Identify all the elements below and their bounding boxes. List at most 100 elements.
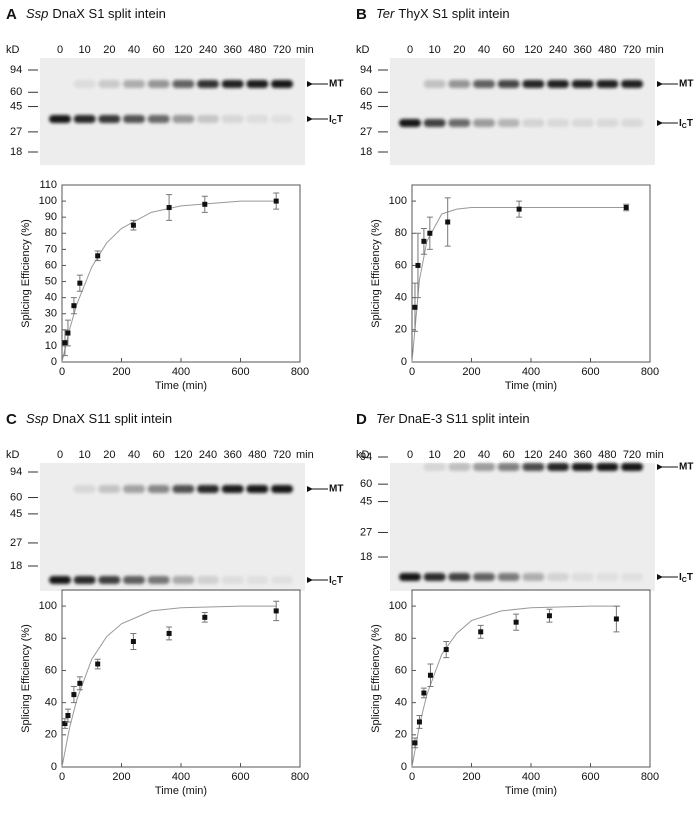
- mt-band: [571, 80, 594, 88]
- lane-label: 20: [103, 449, 115, 461]
- mt-band: [147, 485, 170, 493]
- y-tick-label: 20: [45, 324, 57, 336]
- ict-label: ICT: [329, 575, 343, 587]
- ict-tail: T: [337, 114, 343, 125]
- lane-label: 360: [223, 449, 241, 461]
- marker-label: 18: [10, 146, 22, 158]
- ict-band: [497, 119, 520, 127]
- panel-title: Ter DnaE-3 S11 split intein: [376, 411, 530, 426]
- lane-label: 10: [79, 449, 91, 461]
- title-italic: Ter: [376, 411, 395, 426]
- ict-main: I: [329, 114, 332, 125]
- data-point: [415, 262, 421, 268]
- marker-label: 60: [10, 491, 22, 503]
- marker-label: 60: [10, 86, 22, 98]
- ict-band: [123, 576, 145, 584]
- ict-band: [448, 573, 471, 581]
- lane-label: 10: [79, 44, 91, 56]
- panel-letter: B: [356, 6, 367, 23]
- data-point: [421, 690, 427, 696]
- ict-band: [221, 576, 244, 584]
- title-italic: Ssp: [26, 6, 48, 21]
- mt-band: [448, 80, 471, 88]
- y-tick-label: 80: [45, 632, 57, 644]
- lane-label: 20: [103, 44, 115, 56]
- y-tick-label: 50: [45, 275, 57, 287]
- mt-band: [522, 80, 545, 88]
- mt-band: [271, 485, 293, 493]
- plot-frame: [61, 589, 301, 768]
- kd-label: kD: [356, 44, 370, 56]
- ict-band: [172, 115, 195, 123]
- marker-label: 94: [360, 451, 372, 463]
- mt-band: [423, 463, 446, 471]
- y-tick-label: 60: [395, 259, 407, 271]
- fit-curve: [61, 200, 277, 363]
- lane-label: 40: [478, 449, 490, 461]
- lane-unit: min: [646, 449, 664, 461]
- y-tick-label: 20: [45, 729, 57, 741]
- x-tick-label: 200: [112, 366, 130, 378]
- lane-label: 60: [153, 44, 165, 56]
- gel-image: [390, 463, 655, 591]
- mt-band: [221, 80, 244, 88]
- lane-label: 40: [128, 44, 140, 56]
- lane-label: 360: [223, 44, 241, 56]
- title-rest: DnaX S11 split intein: [52, 411, 172, 426]
- ict-band: [399, 573, 421, 581]
- mt-band: [221, 485, 244, 493]
- data-point: [412, 740, 418, 746]
- y-axis-label: Splicing Efficiency (%): [370, 219, 382, 328]
- marker-label: 94: [10, 466, 22, 478]
- x-tick-label: 600: [231, 366, 249, 378]
- lane-label: 60: [153, 449, 165, 461]
- marker-label: 27: [360, 526, 372, 538]
- ict-band: [596, 573, 619, 581]
- ict-band: [522, 573, 545, 581]
- lane-label: 0: [57, 44, 63, 56]
- marker-label: 94: [360, 64, 372, 76]
- mt-band: [621, 463, 643, 471]
- title-rest: ThyX S1 split intein: [398, 6, 509, 21]
- lane-unit: min: [646, 44, 664, 56]
- y-tick-label: 10: [45, 340, 57, 352]
- panel-letter: A: [6, 6, 17, 23]
- ict-band: [547, 119, 569, 127]
- mt-band: [497, 463, 520, 471]
- ict-band: [423, 119, 446, 127]
- fit-curve: [411, 207, 627, 363]
- lane-unit: min: [296, 449, 314, 461]
- mt-band: [73, 80, 96, 88]
- data-point: [273, 608, 279, 614]
- mt-band: [172, 485, 195, 493]
- panel: A Ssp DnaX S1 split intein kD 94 60 45 27 18 0 10 2…: [6, 6, 343, 392]
- x-tick-label: 0: [59, 771, 65, 783]
- data-point: [95, 253, 101, 259]
- mt-band: [448, 463, 471, 471]
- y-tick-label: 40: [45, 697, 57, 709]
- ict-band: [246, 115, 269, 123]
- y-tick-label: 30: [45, 308, 57, 320]
- ict-band: [197, 576, 219, 584]
- y-tick-label: 20: [395, 324, 407, 336]
- mt-band: [98, 80, 121, 88]
- x-axis-label: Time (min): [155, 380, 207, 392]
- mt-label: MT: [679, 462, 693, 473]
- lane-label: 60: [503, 449, 515, 461]
- ict-band: [448, 119, 471, 127]
- marker-label: 94: [10, 64, 22, 76]
- ict-sub: C: [682, 123, 687, 130]
- ict-band: [473, 573, 495, 581]
- data-point: [166, 630, 172, 636]
- ict-main: I: [329, 575, 332, 586]
- y-tick-label: 0: [51, 356, 57, 368]
- x-tick-label: 600: [231, 771, 249, 783]
- data-point: [416, 719, 422, 725]
- x-tick-label: 200: [462, 771, 480, 783]
- x-axis-label: Time (min): [505, 785, 557, 797]
- mt-band: [547, 80, 569, 88]
- lane-unit: min: [296, 44, 314, 56]
- marker-label: 60: [360, 86, 372, 98]
- ict-main: I: [679, 118, 682, 129]
